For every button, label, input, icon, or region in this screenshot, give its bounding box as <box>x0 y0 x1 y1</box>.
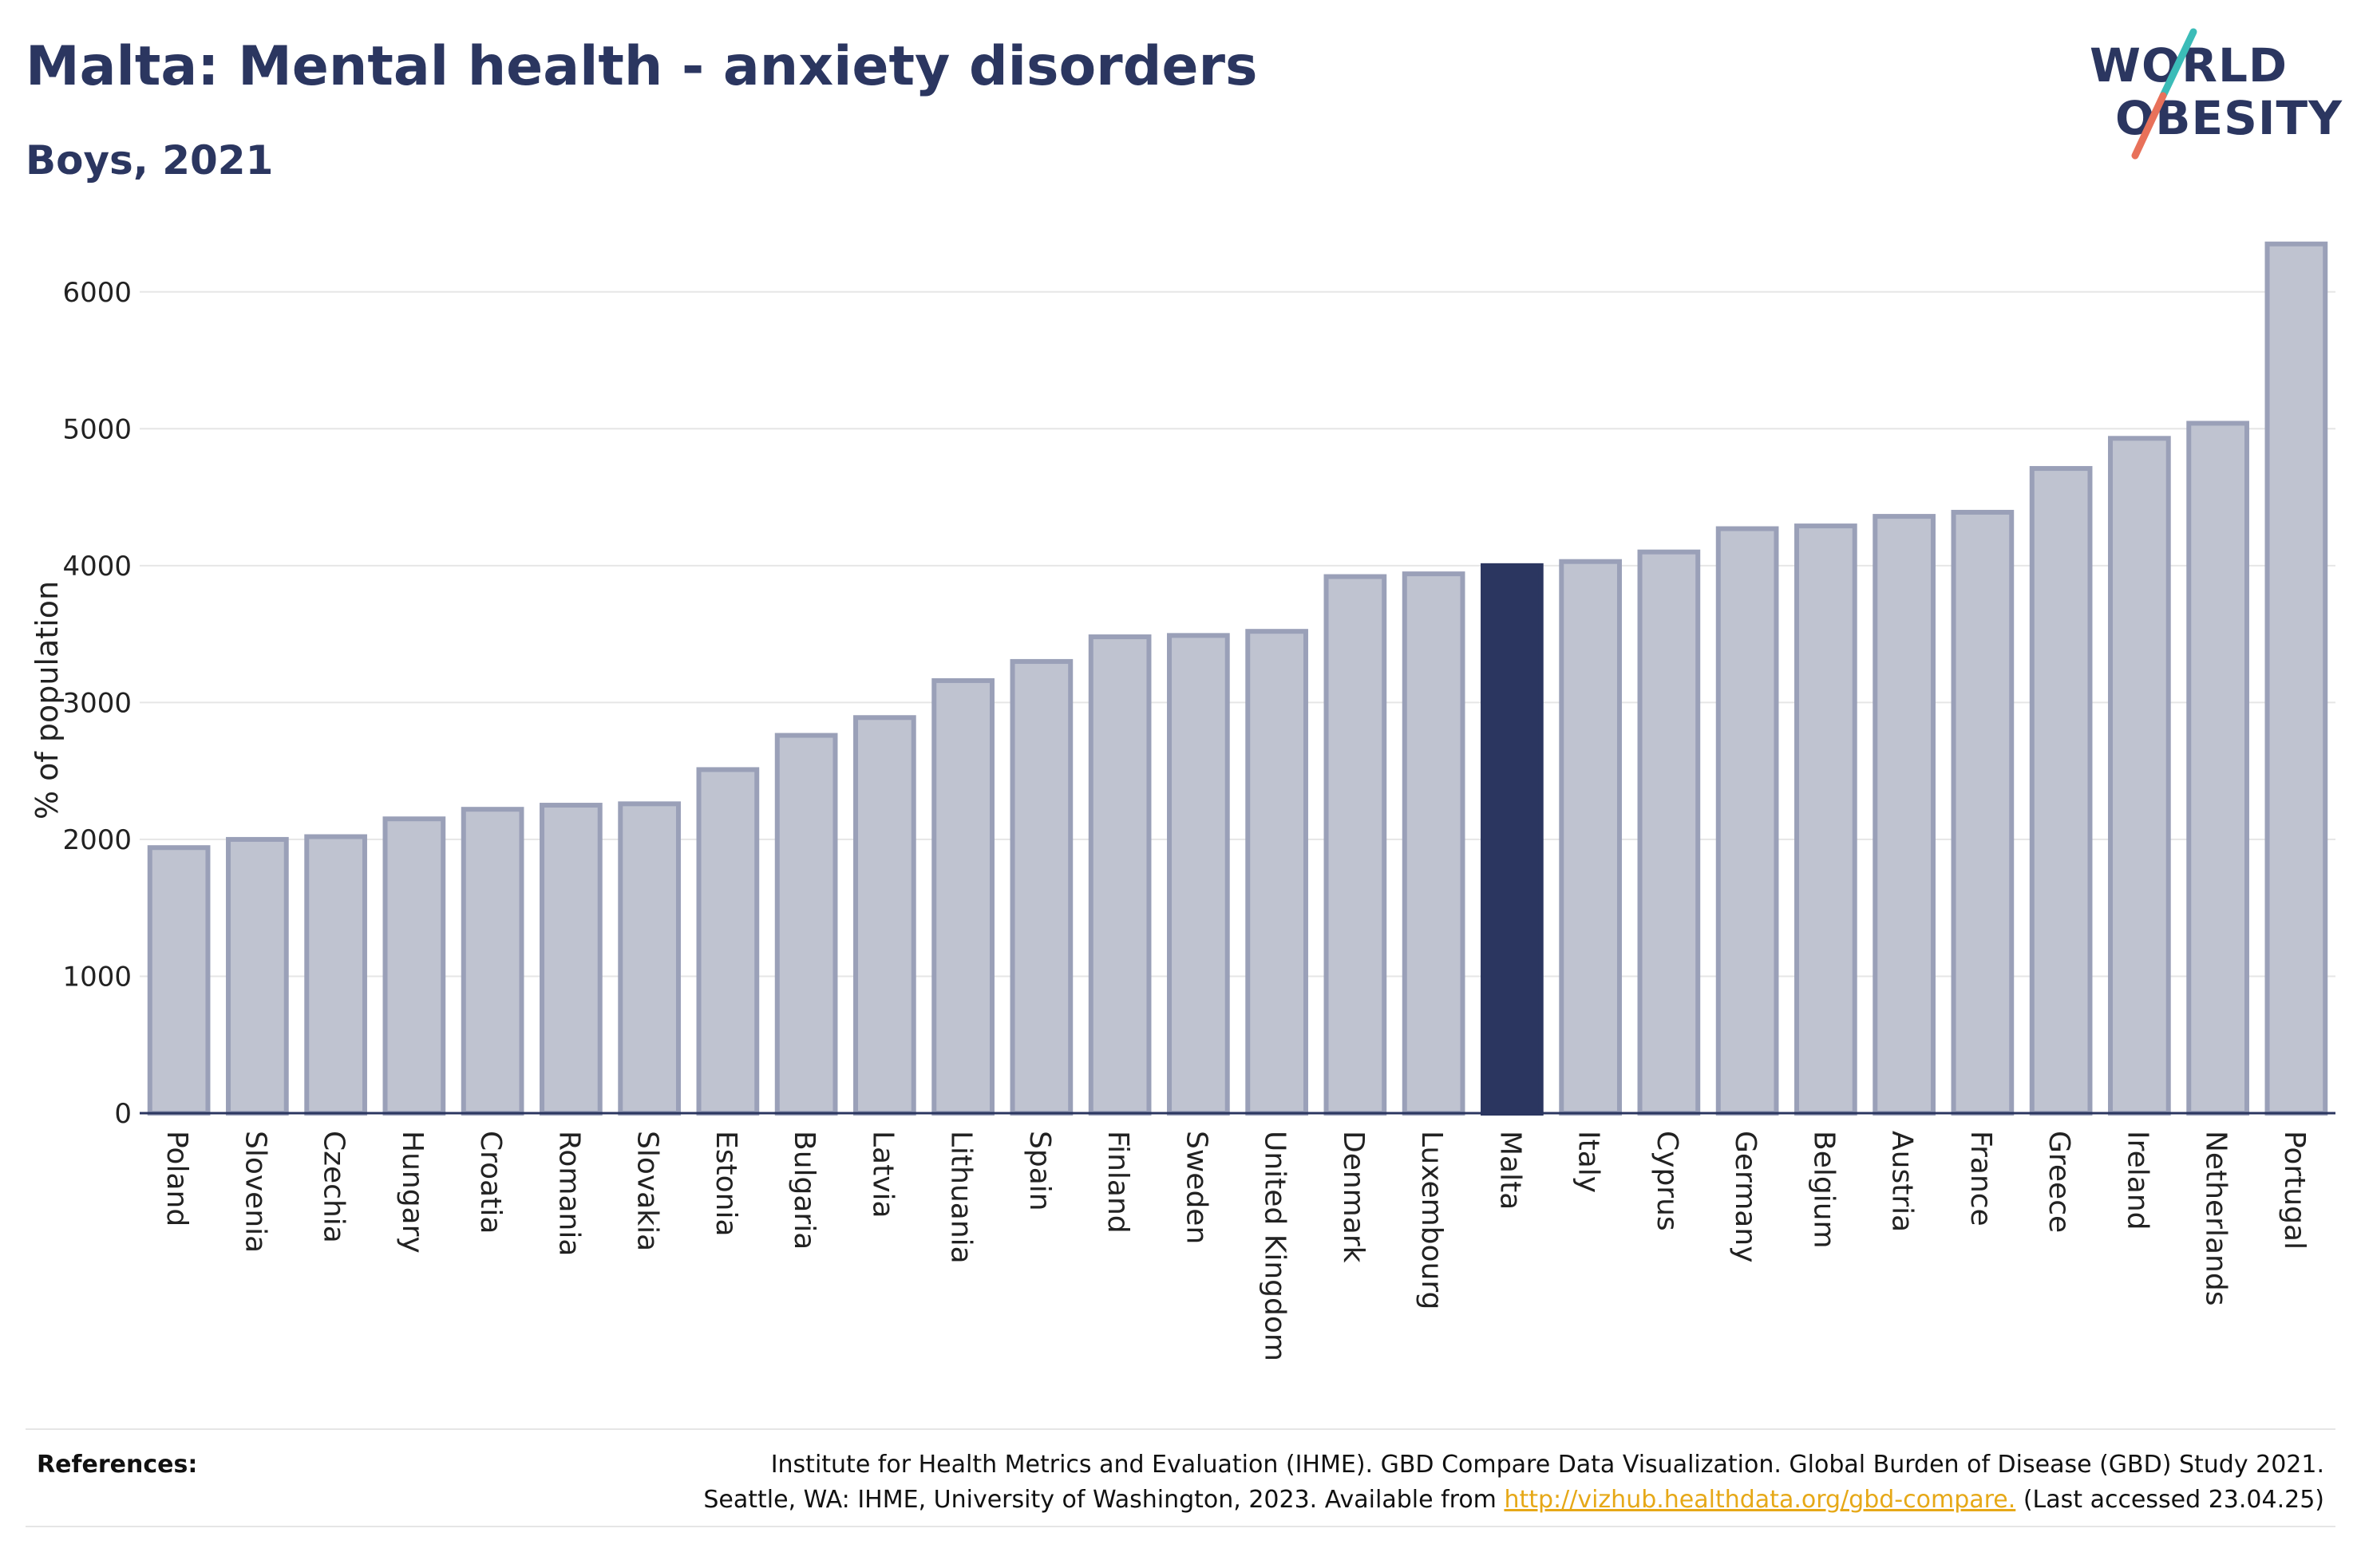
reference-line-1: Institute for Health Metrics and Evaluat… <box>770 1451 2324 1479</box>
y-tick-label-1000: 1000 <box>62 961 132 993</box>
bar-lithuania <box>931 677 995 1116</box>
bar-chart: 0 1000 2000 3000 4000 5000 6000 Poland Slovenia C… <box>30 241 2335 1361</box>
x-tick-label-portugal: Portugal <box>2278 1131 2311 1250</box>
reference-link[interactable]: http://vizhub.healthdata.org/gbd-compare… <box>1504 1486 2016 1514</box>
chart-title: Malta: Mental health - anxiety disorders <box>26 35 1258 98</box>
logo-slash-icon <box>2131 28 2197 160</box>
bar-latvia <box>853 715 916 1116</box>
x-tick-label-slovakia: Slovakia <box>631 1131 664 1251</box>
bar-italy <box>1559 559 1622 1116</box>
bar-greece <box>2029 466 2093 1116</box>
y-tick-label-2000: 2000 <box>62 824 132 856</box>
bar-cyprus <box>1637 549 1701 1116</box>
y-tick-label-0: 0 <box>114 1098 132 1130</box>
references-text: Institute for Health Metrics and Evaluat… <box>703 1448 2324 1518</box>
x-tick-label-ireland: Ireland <box>2121 1131 2153 1230</box>
y-axis-label: % of population <box>30 581 65 820</box>
x-tick-label-germany: Germany <box>1729 1131 1762 1262</box>
x-tick-label-cyprus: Cyprus <box>1651 1131 1683 1231</box>
x-tick-label-latvia: Latvia <box>866 1131 899 1218</box>
x-tick-label-italy: Italy <box>1572 1131 1605 1193</box>
x-tick-label-poland: Poland <box>160 1131 193 1226</box>
y-tick-label-3000: 3000 <box>62 687 132 719</box>
bar-romania <box>540 803 603 1116</box>
x-tick-label-estonia: Estonia <box>710 1131 742 1237</box>
x-tick-label-bulgaria: Bulgaria <box>788 1131 821 1250</box>
bar-slovenia <box>226 836 289 1116</box>
x-tick-label-romania: Romania <box>552 1131 585 1256</box>
x-tick-label-slovenia: Slovenia <box>239 1131 271 1253</box>
bar-portugal <box>2264 241 2328 1116</box>
bar-poland <box>147 845 211 1116</box>
bar-estonia <box>696 767 760 1116</box>
y-tick-label-4000: 4000 <box>62 551 132 583</box>
bar-united-kingdom <box>1245 629 1308 1116</box>
bar-spain <box>1010 658 1074 1116</box>
x-tick-label-denmark: Denmark <box>1337 1131 1370 1263</box>
bar-france <box>1951 509 2015 1116</box>
bar-finland <box>1088 634 1152 1116</box>
x-tick-label-netherlands: Netherlands <box>2200 1131 2232 1305</box>
bar-denmark <box>1323 574 1387 1116</box>
y-tick-label-5000: 5000 <box>62 413 132 445</box>
bar-czechia <box>304 834 367 1116</box>
x-tick-label-sweden: Sweden <box>1180 1131 1212 1244</box>
x-tick-label-france: France <box>1964 1131 1997 1226</box>
x-tick-label-czechia: Czechia <box>318 1131 350 1243</box>
x-tick-label-united-kingdom: United Kingdom <box>1259 1131 1291 1361</box>
chart-subtitle: Boys, 2021 <box>26 137 274 184</box>
x-tick-label-greece: Greece <box>2043 1131 2075 1233</box>
bar-malta <box>1481 563 1544 1116</box>
x-tick-label-spain: Spain <box>1023 1131 1056 1211</box>
bar-ireland <box>2108 436 2171 1116</box>
bar-croatia <box>461 807 524 1116</box>
world-obesity-logo: WORLD OBESITY <box>2075 24 2347 168</box>
x-tick-label-austria: Austria <box>1886 1131 1919 1232</box>
bar-luxembourg <box>1402 571 1465 1116</box>
x-tick-label-croatia: Croatia <box>474 1131 507 1234</box>
y-tick-label-6000: 6000 <box>62 277 132 309</box>
bar-hungary <box>382 816 446 1116</box>
bar-sweden <box>1167 633 1230 1116</box>
x-tick-label-hungary: Hungary <box>396 1131 429 1254</box>
x-tick-label-belgium: Belgium <box>1807 1131 1840 1249</box>
reference-line-2-prefix: Seattle, WA: IHME, University of Washing… <box>703 1486 1505 1514</box>
bar-austria <box>1873 514 1936 1116</box>
x-tick-label-luxembourg: Luxembourg <box>1415 1131 1448 1309</box>
bar-germany <box>1715 526 1779 1116</box>
x-tick-label-finland: Finland <box>1101 1131 1134 1234</box>
bar-bulgaria <box>774 733 838 1116</box>
bar-slovakia <box>618 801 681 1116</box>
reference-line-2-suffix: (Last accessed 23.04.25) <box>2015 1486 2324 1514</box>
bar-netherlands <box>2186 421 2249 1116</box>
x-tick-label-malta: Malta <box>1493 1131 1526 1210</box>
x-tick-label-lithuania: Lithuania <box>945 1131 978 1264</box>
references-label: References: <box>37 1451 198 1479</box>
bar-belgium <box>1794 523 1857 1116</box>
references-panel: References: Institute for Health Metrics… <box>26 1428 2335 1527</box>
